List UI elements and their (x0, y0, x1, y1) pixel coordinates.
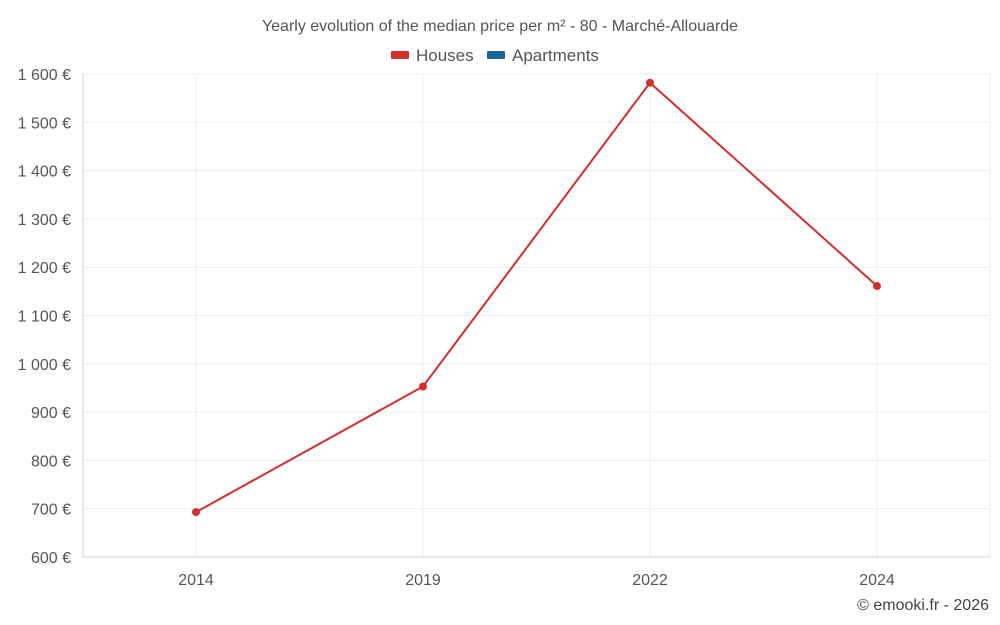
y-tick-label: 1 000 € (18, 357, 71, 374)
y-axis-ticks: 600 € 700 € 800 € 900 € 1 000 € 1 100 € 1 200 … (18, 67, 71, 567)
legend-label-apartments[interactable]: Apartments (512, 46, 599, 65)
x-tick-label: 2019 (405, 572, 441, 589)
data-point-houses[interactable] (646, 78, 654, 87)
series (192, 78, 881, 517)
y-tick-label: 1 400 € (18, 164, 71, 181)
data-point-houses[interactable] (873, 282, 881, 291)
series-line-houses (195, 81, 878, 513)
y-tick-label: 1 500 € (18, 115, 71, 132)
legend-swatch-apartments[interactable] (487, 51, 505, 59)
x-tick-label: 2024 (859, 572, 895, 589)
grid (83, 73, 991, 557)
y-tick-label: 1 300 € (18, 212, 71, 229)
legend-label-houses[interactable]: Houses (416, 46, 474, 65)
y-tick-label: 900 € (31, 405, 71, 422)
legend: Houses Apartments (391, 46, 599, 65)
y-tick-label: 600 € (31, 550, 71, 567)
axes (82, 74, 990, 558)
y-tick-label: 1 100 € (18, 309, 71, 326)
y-tick-label: 1 600 € (18, 67, 71, 84)
y-tick-label: 1 200 € (18, 260, 71, 277)
legend-swatch-houses[interactable] (391, 51, 409, 59)
y-tick-label: 800 € (31, 453, 71, 470)
chart-title: Yearly evolution of the median price per… (262, 18, 738, 35)
y-tick-label: 700 € (31, 502, 71, 519)
x-tick-label: 2022 (632, 572, 668, 589)
data-point-houses[interactable] (419, 382, 427, 391)
x-tick-label: 2014 (178, 572, 214, 589)
x-axis-ticks: 2014 2019 2022 2024 (178, 572, 895, 589)
copyright-text: © emooki.fr - 2026 (857, 597, 989, 614)
data-point-houses[interactable] (192, 508, 200, 517)
